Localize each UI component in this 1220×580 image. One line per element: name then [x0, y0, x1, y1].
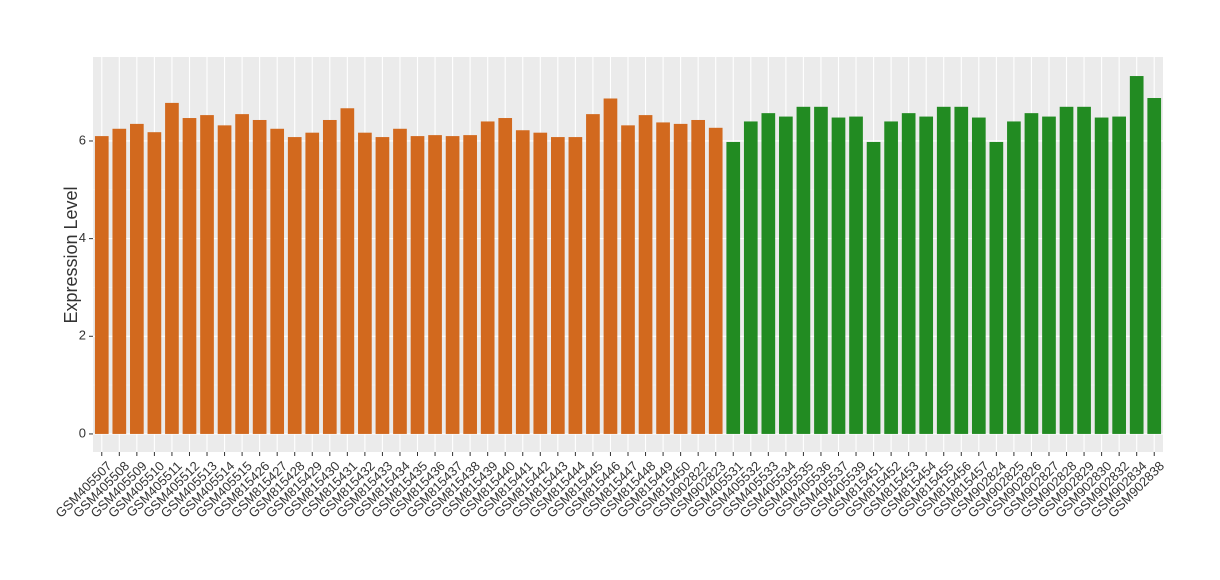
bar [1077, 106, 1091, 434]
bar [936, 106, 951, 434]
bar [638, 115, 653, 434]
bar [814, 106, 828, 434]
bar [375, 137, 390, 434]
bar [340, 108, 355, 434]
bar [428, 135, 442, 434]
bar [410, 136, 425, 434]
bar [498, 118, 513, 434]
bar [305, 132, 320, 434]
bar [919, 116, 934, 434]
bar [691, 119, 706, 434]
bar [550, 137, 565, 434]
bar [358, 132, 372, 434]
bar [515, 130, 530, 434]
bar [217, 125, 232, 434]
bar [796, 106, 811, 434]
bar [954, 106, 969, 434]
bar [884, 121, 898, 434]
bar [726, 141, 741, 434]
bar [533, 132, 548, 434]
bar [445, 136, 460, 434]
bar [831, 117, 846, 434]
bar [252, 119, 267, 434]
bar [1024, 113, 1039, 434]
bar [200, 115, 214, 434]
bar [849, 116, 863, 434]
bar [393, 128, 407, 434]
y-tick-label: 0 [79, 425, 86, 440]
y-axis-title: Expression Level [61, 186, 81, 323]
bar [866, 141, 881, 434]
bar [235, 114, 249, 434]
bar [989, 141, 1004, 434]
bar [901, 113, 916, 434]
bar [130, 123, 144, 434]
bar [270, 128, 285, 434]
bar [779, 116, 793, 434]
bar [1112, 116, 1126, 434]
bar [1094, 117, 1109, 434]
bar [1007, 121, 1021, 434]
bar [322, 119, 337, 434]
bar [147, 132, 162, 434]
bar [586, 114, 600, 434]
bar [1059, 106, 1074, 434]
bar [94, 136, 109, 434]
bar [1129, 76, 1144, 434]
bar [1042, 116, 1056, 434]
bar [656, 122, 670, 434]
bar [743, 121, 758, 434]
bar [112, 128, 127, 434]
bar [287, 137, 302, 434]
y-tick-label: 2 [79, 328, 86, 343]
bar [1147, 98, 1162, 434]
bar [708, 127, 723, 434]
bar [165, 102, 179, 434]
bar [621, 125, 635, 434]
bar [603, 98, 618, 434]
bar [182, 118, 197, 434]
y-tick-label: 4 [79, 230, 86, 245]
y-tick-label: 6 [79, 132, 86, 147]
bar [673, 123, 688, 434]
bar [971, 117, 986, 434]
bar [568, 137, 583, 434]
bar [761, 113, 776, 434]
bar [463, 135, 477, 434]
bar [480, 121, 495, 434]
